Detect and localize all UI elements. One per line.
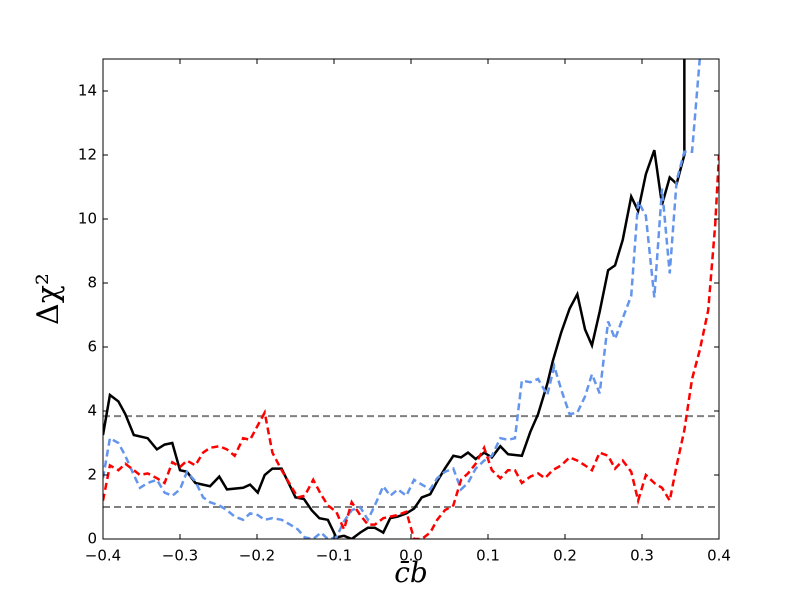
y-tick-label: 14	[78, 82, 97, 100]
x-axis-label: c̄b	[394, 556, 428, 589]
series-line	[103, 154, 719, 539]
y-tick-label: 2	[87, 466, 97, 484]
series-line	[103, 59, 686, 539]
series-line	[103, 59, 701, 539]
y-tick-label: 8	[87, 274, 97, 292]
x-tick-label: −0.4	[85, 547, 121, 565]
y-tick-label: 0	[87, 530, 97, 548]
x-tick-label: 0.1	[476, 547, 500, 565]
x-tick-label: 0.3	[630, 547, 654, 565]
y-tick-label: 12	[78, 146, 97, 164]
y-tick-label: 6	[87, 338, 97, 356]
plot-area	[103, 59, 719, 539]
x-tick-label: −0.2	[239, 547, 275, 565]
y-tick-label: 10	[78, 210, 97, 228]
x-tick-label: 0.0	[399, 547, 423, 565]
x-tick-label: 0.2	[553, 547, 577, 565]
y-tick-label: 4	[87, 402, 97, 420]
x-tick-label: 0.4	[707, 547, 731, 565]
x-tick-label: −0.3	[162, 547, 198, 565]
x-tick-label: −0.1	[316, 547, 352, 565]
y-axis-label: Δχ²	[31, 273, 66, 325]
